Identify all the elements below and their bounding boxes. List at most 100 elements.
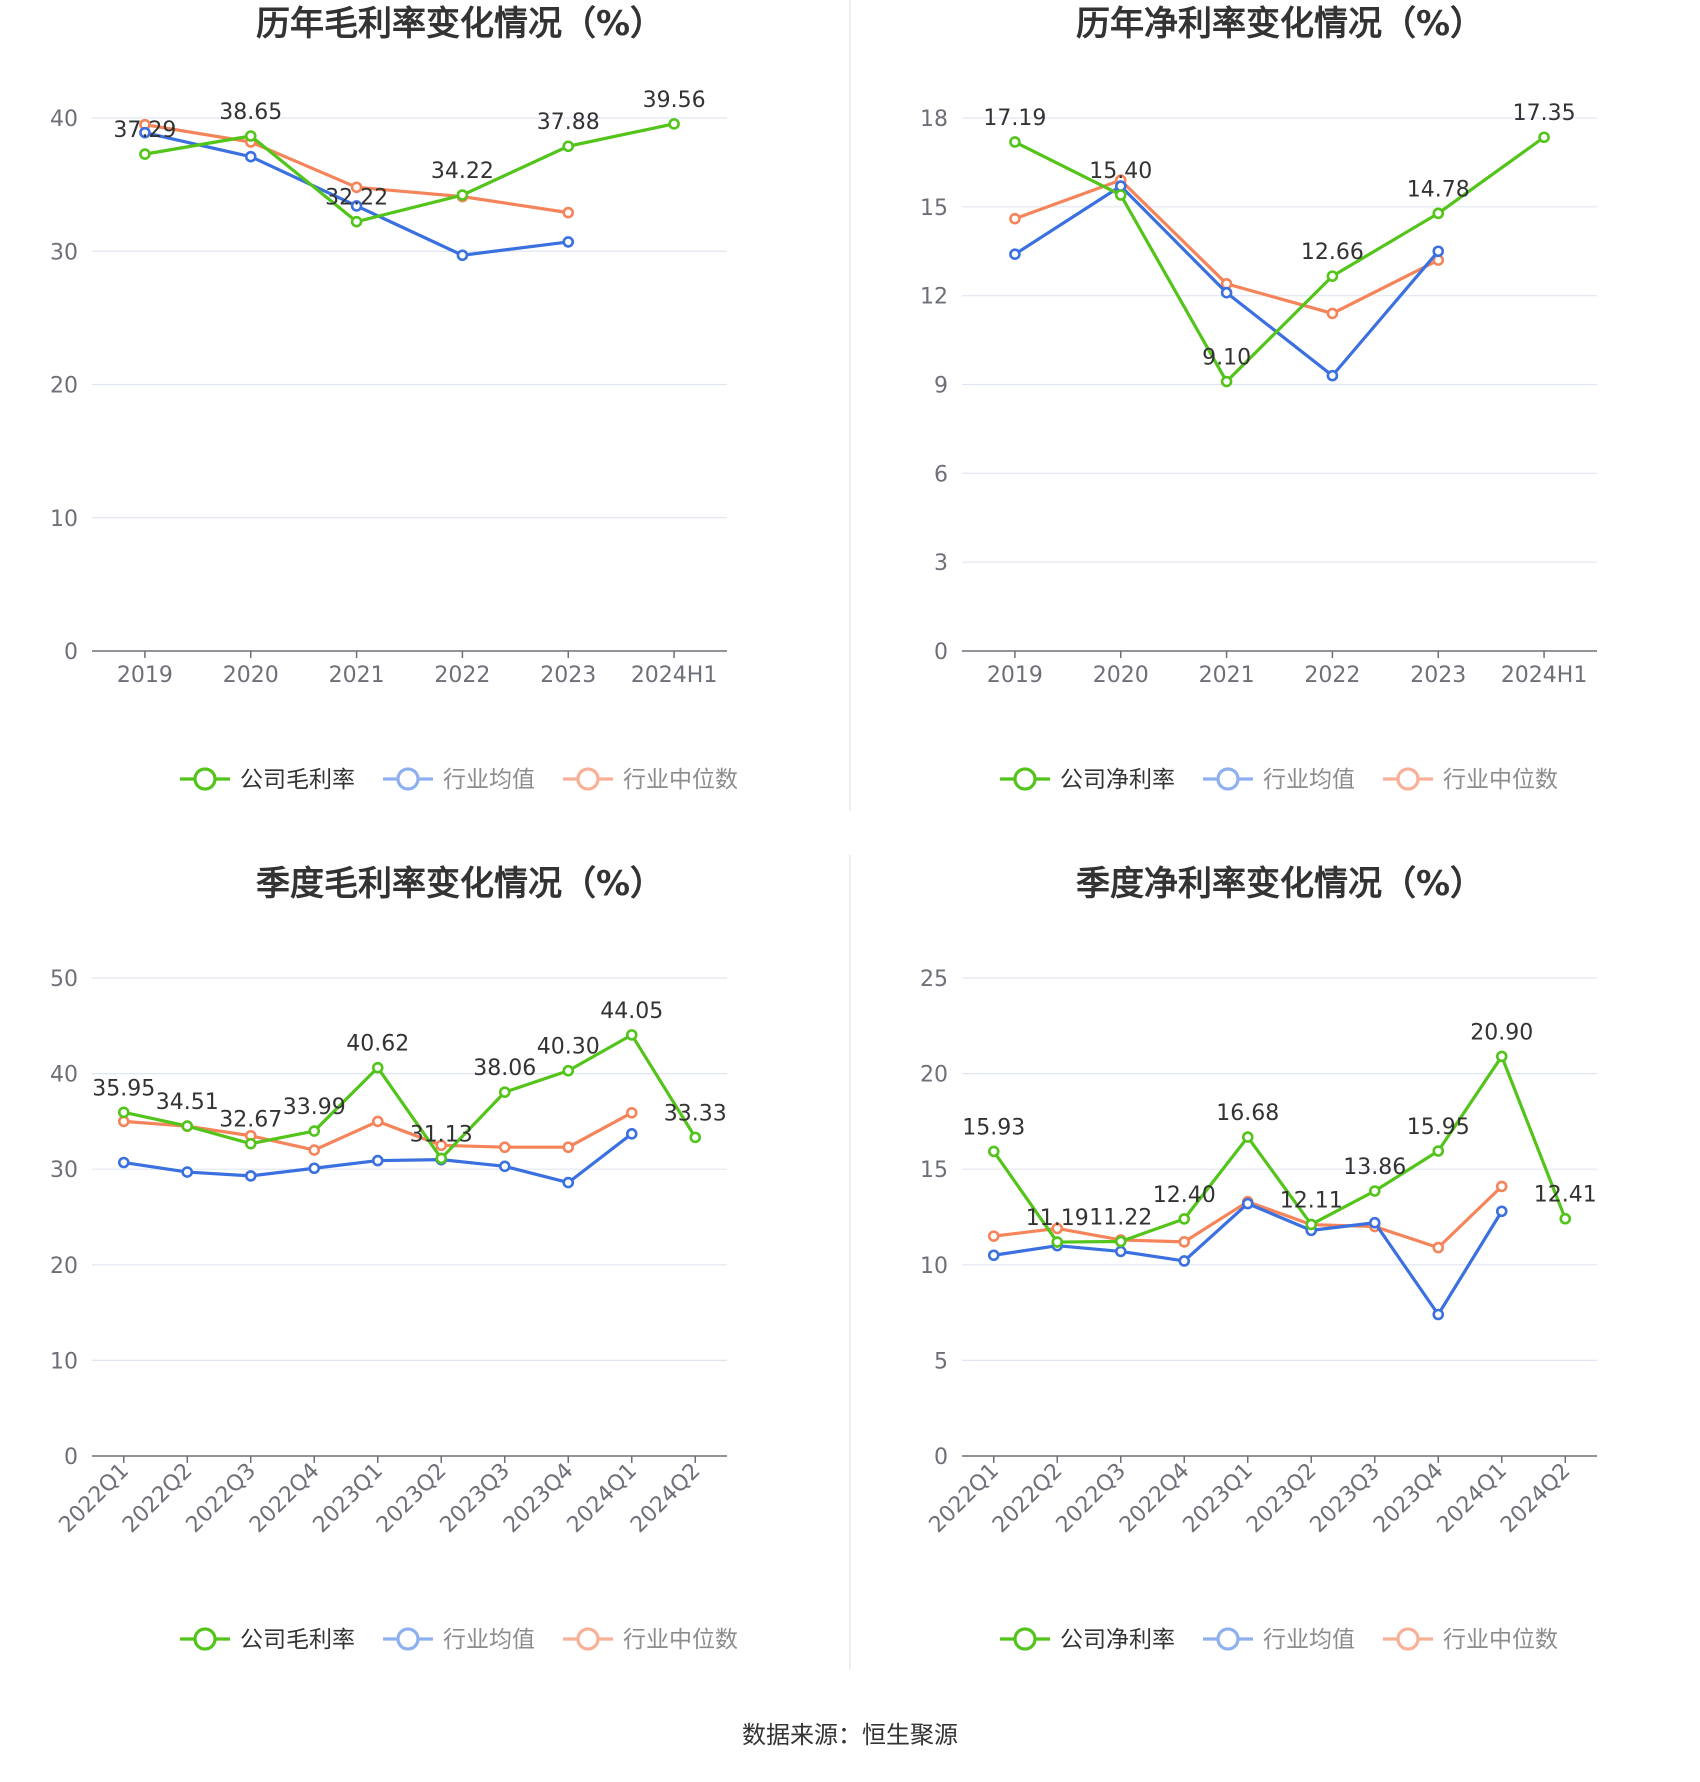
y-tick-label: 0 [64,1445,78,1470]
data-label: 12.66 [1301,240,1364,265]
data-point [625,1106,638,1119]
x-tick-label: 2020 [223,663,279,688]
data-point [117,1156,130,1169]
data-label: 12.40 [1153,1183,1216,1208]
data-point [181,1166,194,1178]
data-label: 34.22 [431,159,494,184]
data-point [625,1128,638,1140]
y-tick-label: 10 [920,1254,948,1279]
data-point [350,215,363,228]
data-label: 20.90 [1470,1020,1533,1045]
legend-item: 行业均值 [383,767,535,793]
legend-marker [193,767,217,791]
legend-marker [396,1627,420,1651]
y-tick-label: 0 [64,640,78,665]
data-label: 9.10 [1202,346,1251,371]
data-label: 37.88 [537,110,600,135]
data-point [1220,375,1233,388]
chart-title: 季度毛利率变化情况（%） [256,864,664,904]
legend-label: 行业均值 [1263,767,1355,793]
data-label: 15.95 [1407,1115,1470,1140]
data-point [1009,212,1021,225]
data-label: 38.06 [473,1056,536,1081]
data-point [1241,1131,1254,1143]
legend-marker [396,767,420,791]
legend-label: 行业中位数 [623,767,738,793]
y-tick-label: 0 [934,1445,948,1470]
data-point [1432,1308,1445,1321]
y-tick-label: 9 [934,374,948,399]
data-point [456,249,469,262]
data-point [562,1064,575,1077]
x-tick-label: 2023Q2 [372,1459,451,1538]
data-point [1538,131,1550,144]
data-point [244,130,257,142]
data-point [371,1115,384,1128]
data-point [1368,1216,1381,1229]
y-tick-label: 40 [50,1063,78,1088]
data-point [1495,1050,1508,1063]
x-tick-label: 2022Q1 [925,1459,1004,1538]
data-point [1326,307,1339,320]
legend-item: 行业中位数 [563,767,738,793]
data-label: 11.19 [1026,1206,1089,1231]
x-tick-label: 2024H1 [1501,663,1588,688]
y-tick-label: 50 [50,967,78,992]
data-label: 17.35 [1513,101,1576,126]
data-label: 38.65 [219,100,282,125]
x-tick-label: 2022Q2 [118,1459,197,1538]
series-line [992,1054,1567,1244]
x-tick-label: 2024Q2 [626,1459,705,1538]
data-label: 13.86 [1343,1155,1406,1180]
data-point [1326,369,1339,382]
chart-title: 历年净利率变化情况（%） [1076,4,1484,44]
x-tick-label: 2024Q2 [1496,1459,1575,1538]
data-point [308,1162,321,1175]
x-tick-label: 2023Q1 [1179,1459,1258,1538]
data-label: 16.68 [1216,1101,1279,1126]
legend-marker [576,1627,600,1651]
data-point [1305,1218,1318,1231]
data-point [1051,1222,1064,1235]
data-label: 40.62 [346,1032,409,1057]
y-tick-label: 3 [934,551,948,576]
y-tick-label: 5 [934,1349,948,1374]
legend-label: 行业中位数 [623,1627,738,1653]
y-tick-label: 20 [920,1063,948,1088]
data-label: 35.95 [92,1076,155,1101]
data-label: 15.93 [962,1115,1025,1140]
data-label: 33.33 [664,1101,727,1126]
x-tick-label: 2022Q2 [988,1459,1067,1538]
x-tick-label: 2023Q4 [1369,1459,1448,1538]
data-label: 39.56 [643,88,706,113]
data-point [498,1086,511,1098]
x-tick-label: 2023 [1410,663,1466,688]
data-point [1114,1235,1127,1248]
data-point [117,1115,130,1128]
x-tick-label: 2022Q4 [1115,1459,1194,1538]
legend-item: 公司毛利率 [180,1627,355,1653]
y-tick-label: 30 [50,240,78,265]
data-label: 34.51 [156,1090,219,1115]
legend-item: 行业中位数 [1383,767,1558,793]
data-label: 32.22 [325,186,388,211]
y-tick-label: 0 [934,640,948,665]
legend-item: 行业均值 [1203,767,1355,793]
series-line [1014,135,1546,384]
legend-label: 行业中位数 [1443,1627,1558,1653]
data-point [498,1141,511,1154]
chart-panel-1: 历年毛利率变化情况（%） 0 10 20 30 40 2019 2020 2021 2022 202… [50,4,738,793]
x-tick-label: 2021 [1199,663,1255,688]
legend-item: 行业均值 [383,1627,535,1653]
data-point [139,148,151,160]
data-point [350,181,363,194]
data-point [1559,1212,1572,1225]
x-tick-label: 2020 [1093,663,1149,688]
chart-panel-2: 历年净利率变化情况（%） 0 3 6 9 12 15 18 2019 2020 2021 2022 20… [920,4,1597,793]
x-tick-label: 2022Q4 [245,1459,324,1538]
y-tick-label: 18 [920,107,948,132]
data-point [1495,1180,1508,1193]
data-point [1495,1205,1508,1218]
data-label: 14.78 [1407,177,1470,202]
data-label: 12.11 [1280,1188,1343,1213]
